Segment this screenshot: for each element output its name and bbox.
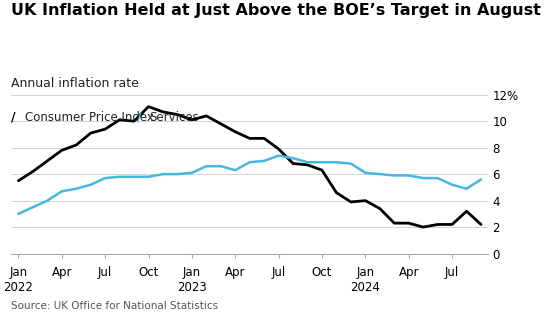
Text: /: / (11, 111, 16, 124)
Text: Apr: Apr (225, 266, 246, 279)
Text: Jan: Jan (357, 266, 374, 279)
Text: 2023: 2023 (177, 281, 207, 294)
Text: 2024: 2024 (350, 281, 381, 294)
Text: Jul: Jul (445, 266, 459, 279)
Text: Jan: Jan (9, 266, 27, 279)
Text: Jan: Jan (183, 266, 201, 279)
Text: Jul: Jul (98, 266, 112, 279)
Text: Consumer Price Index: Consumer Price Index (25, 111, 154, 124)
Text: 2022: 2022 (3, 281, 33, 294)
Text: UK Inflation Held at Just Above the BOE’s Target in August: UK Inflation Held at Just Above the BOE’… (11, 3, 541, 18)
Text: Services: Services (150, 111, 199, 124)
Text: Source: UK Office for National Statistics: Source: UK Office for National Statistic… (11, 301, 218, 311)
Text: Oct: Oct (312, 266, 332, 279)
Text: Apr: Apr (398, 266, 419, 279)
Text: Apr: Apr (51, 266, 72, 279)
Text: Annual inflation rate: Annual inflation rate (11, 77, 139, 90)
Text: /: / (137, 111, 141, 124)
Text: Jul: Jul (272, 266, 286, 279)
Text: Oct: Oct (138, 266, 158, 279)
